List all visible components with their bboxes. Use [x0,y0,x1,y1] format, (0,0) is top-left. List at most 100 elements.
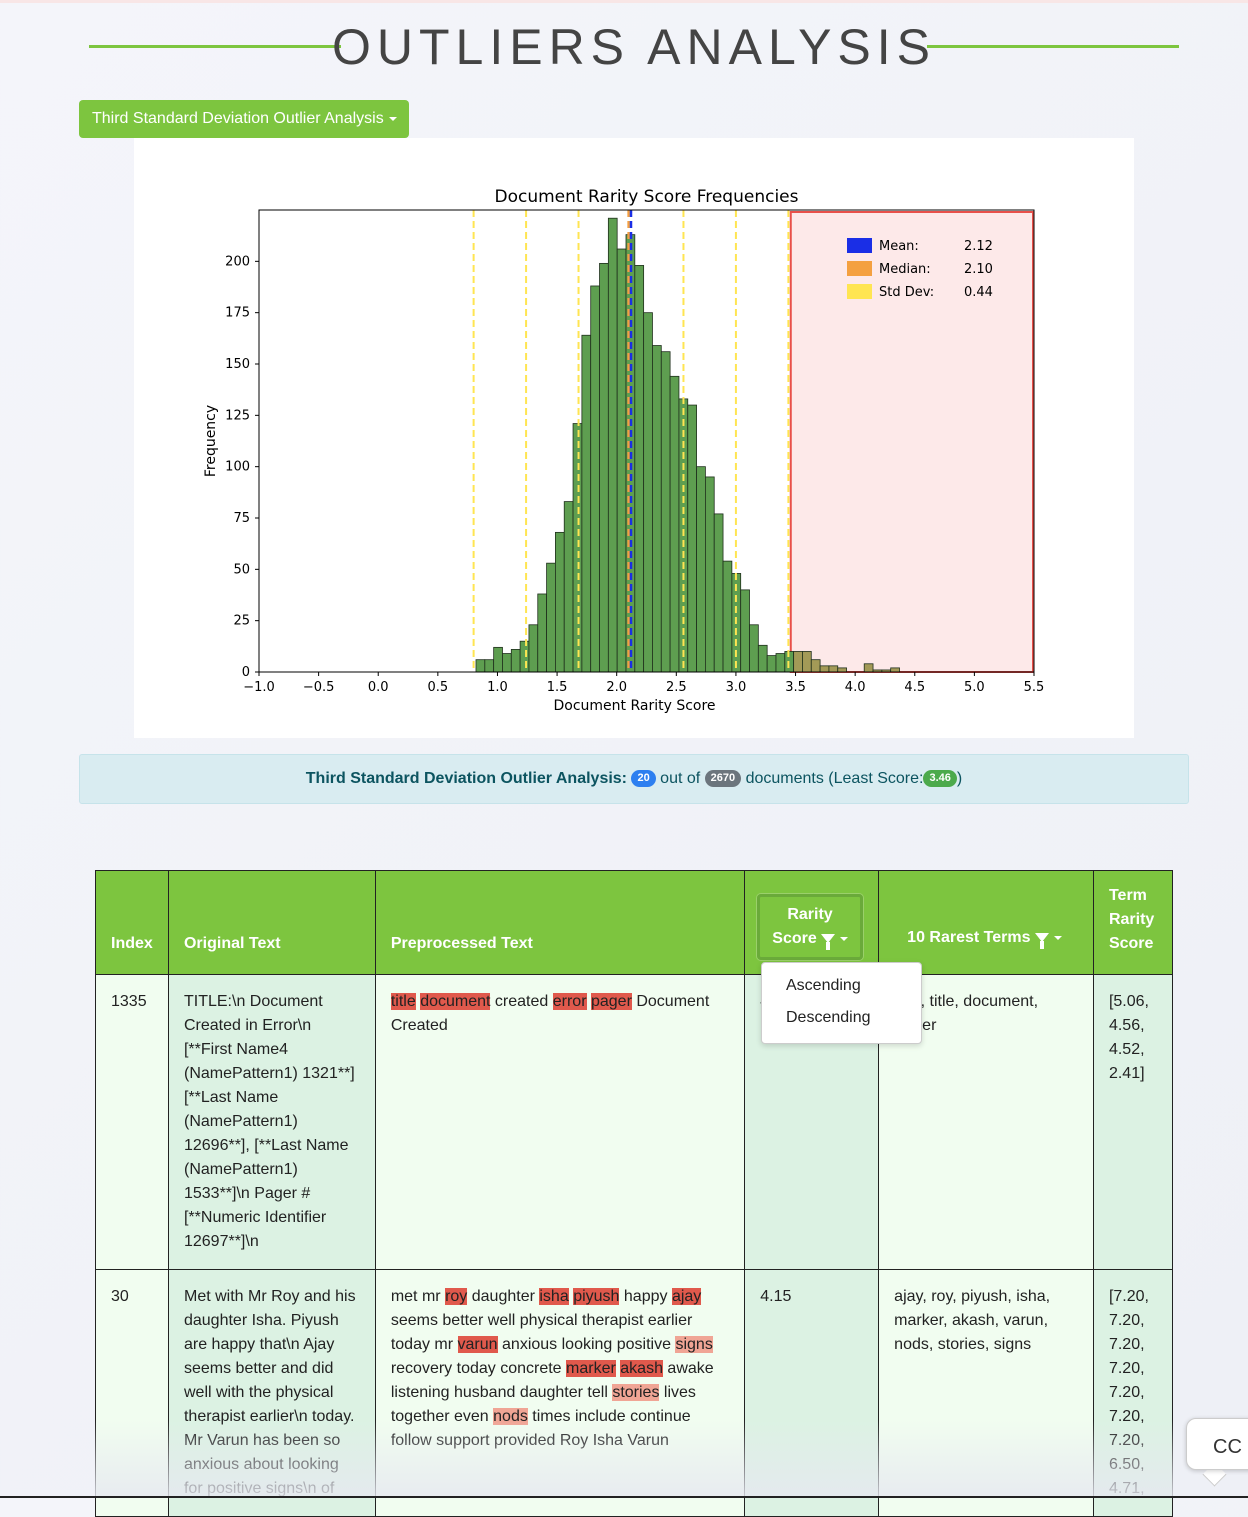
x-tick-label: −1.0 [243,680,275,695]
histogram-bar [493,646,503,673]
histogram-bar [634,265,645,673]
page-title: OUTLIERS ANALYSIS [331,19,937,75]
histogram-bar [502,653,512,673]
total-documents-badge: 2670 [704,770,742,788]
plain-term: recovery today concrete [390,1360,562,1377]
text-line: 7.20, [1108,1360,1145,1377]
closed-captions-button[interactable]: CC [1186,1418,1248,1470]
highlighted-term: pager [590,993,632,1010]
term-label-line3: Score [1108,935,1154,952]
text-line: [**Numeric Identifier [183,1209,327,1226]
chart-title: Document Rarity Score Frequencies [495,187,799,207]
histogram-bar [643,312,653,673]
legend-swatch [847,238,872,253]
table-row: 1335 TITLE:\n Document Created in Error\… [95,974,1174,1270]
y-tick-label: 175 [225,306,250,321]
text-line: (NamePattern1) [183,1113,298,1130]
highlighted-term: marker [566,1360,616,1377]
histogram-bar [740,589,750,673]
histogram-bar [607,217,618,673]
cell-rarest-terms: ajay, roy, piyush, isha, marker, akash, … [878,1269,1094,1517]
text-line: 7.20, [1108,1384,1145,1401]
histogram-bar [775,653,786,673]
text-line: 6.50, [1108,1456,1145,1473]
y-tick-label: 125 [225,408,250,423]
top-border [0,0,1248,3]
plain-term: met mr [390,1288,441,1305]
text-line: Created in Error\n [183,1017,312,1034]
histogram-bar [810,659,821,673]
plain-term: daughter [471,1288,535,1305]
histogram-bar [590,285,600,673]
plain-term: awake [667,1360,714,1377]
rarity-score-sort-button[interactable]: Rarity Score [757,894,863,960]
text-line: (NamePattern1) 1321**] [183,1065,355,1082]
summary-label: Third Standard Deviation Outlier Analysi… [305,770,628,787]
plain-term: seems better well physical therapist ear… [390,1312,693,1329]
legend-value: 2.12 [964,239,993,254]
legend-swatch [847,261,872,276]
highlighted-term: document [420,993,491,1010]
legend-name: Median: [879,262,931,277]
highlighted-term: signs [675,1336,713,1353]
histogram-bar [890,667,900,673]
plain-term: lives [663,1384,696,1401]
text-line: seems better and did [183,1360,334,1377]
text-line: [**First Name4 [183,1041,289,1058]
histogram-bar [749,624,759,673]
filter-icon [820,934,835,951]
bottom-border [0,1496,1248,1498]
term-label-line1: Term [1108,887,1147,904]
legend-name: Std Dev: [879,285,934,300]
x-tick-label: −0.5 [303,680,335,695]
rarest-terms-filter-button[interactable]: 10 Rarest Terms [907,929,1062,950]
least-score-badge: 3.46 [923,770,957,788]
x-tick-label: 4.5 [904,680,925,695]
sort-descending-option[interactable]: Descending [786,1009,871,1026]
x-tick-label: 1.5 [547,680,568,695]
cell-rarity-score: 4.15 [744,1269,880,1517]
term-label-line2: Rarity [1108,911,1155,928]
highlighted-term: title [390,993,416,1010]
text-line: 7.20, [1108,1432,1145,1449]
cell-original-text: TITLE:\n Document Created in Error\n [**… [167,974,376,1270]
text-line: 12697**]\n [183,1233,259,1250]
plain-term: Document [636,993,710,1010]
analysis-type-dropdown[interactable]: Third Standard Deviation Outlier Analysi… [79,100,409,138]
text-line: r, title, document, [916,993,1039,1010]
histogram-bar [519,640,530,673]
text-line: Met with Mr Roy and his [183,1288,356,1305]
cell-preprocessed-text: met mr roy daughter isha piyush happy aj… [374,1269,746,1517]
x-tick-label: 5.5 [1024,680,1045,695]
filter-icon [1034,933,1049,950]
text-line: [7.20, [1108,1288,1149,1305]
legend-name: Mean: [879,239,919,254]
title-rule-right [927,45,1179,48]
table-row: 30 Met with Mr Roy and his daughter Isha… [95,1269,1174,1517]
highlighted-term: nods [493,1408,528,1425]
cell-preprocessed-text: title document created error pager Docum… [374,974,746,1270]
outliers-table: Index Original Text Preprocessed Text Ra… [95,870,1174,1517]
histogram-bar [705,476,715,673]
y-tick-label: 150 [225,357,250,372]
histogram-bar [616,248,627,673]
histogram-bar [669,375,680,673]
text-line: daughter Isha. Piyush [183,1312,339,1329]
text-line: therapist earlier\n today. [183,1408,355,1425]
y-tick-label: 100 [225,460,250,475]
y-tick-label: 75 [233,511,250,526]
text-line: (NamePattern1) [183,1161,298,1178]
legend-value: 0.44 [964,285,993,300]
header-index: Index [95,870,169,975]
histogram-bar [793,651,803,673]
summary-close: ) [956,770,963,787]
sort-ascending-option[interactable]: Ascending [786,977,861,994]
plain-term: together even [390,1408,489,1425]
plain-term: listening husband daughter tell [390,1384,608,1401]
x-tick-label: 3.5 [785,680,806,695]
histogram-bar [652,345,662,673]
sort-dropdown-menu: Ascending Descending [761,962,922,1044]
histogram-bar [828,665,839,673]
text-line: anxious about looking [183,1456,339,1473]
histogram-bar [819,665,830,673]
